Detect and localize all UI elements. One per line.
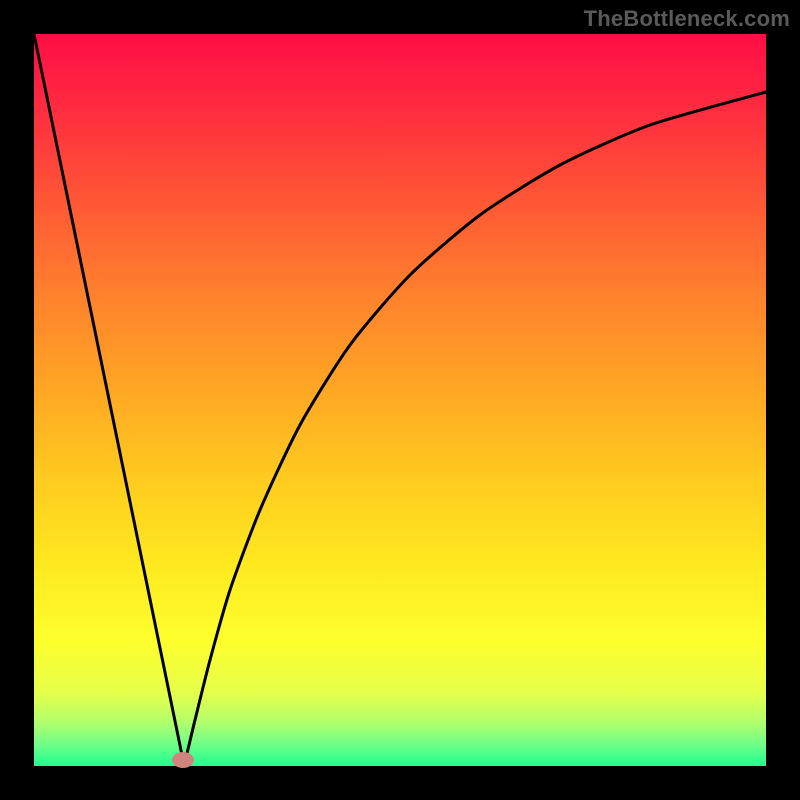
chart-svg xyxy=(0,0,800,800)
min-marker xyxy=(172,752,194,768)
chart-container: TheBottleneck.com xyxy=(0,0,800,800)
watermark-text: TheBottleneck.com xyxy=(584,6,790,32)
plot-area xyxy=(34,34,766,766)
